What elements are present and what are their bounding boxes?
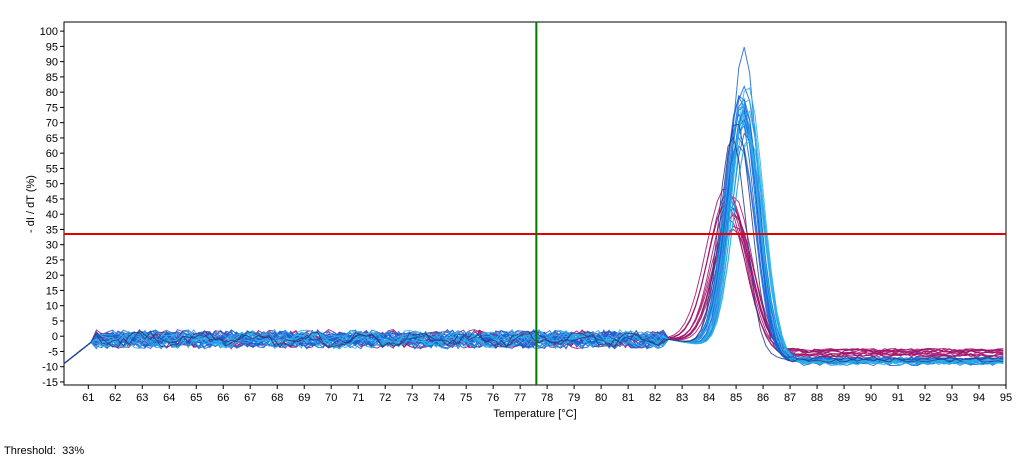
threshold-label: Threshold: [4, 445, 56, 457]
y-axis-title: - dI / dT (%) [25, 175, 37, 233]
x-tick-label: 75 [460, 392, 472, 404]
curves-layer [63, 46, 1004, 367]
x-tick-label: 62 [109, 392, 121, 404]
x-tick-label: 70 [325, 392, 337, 404]
x-tick-label: 73 [406, 392, 418, 404]
x-tick-label: 76 [487, 392, 499, 404]
x-tick-label: 67 [244, 392, 256, 404]
y-tick-label: 60 [46, 148, 58, 160]
x-tick-label: 69 [298, 392, 310, 404]
x-tick-label: 74 [433, 392, 445, 404]
x-tick-label: 93 [946, 392, 958, 404]
y-tick-label: 80 [46, 87, 58, 99]
markers-layer [64, 22, 1006, 385]
x-tick-label: 79 [568, 392, 580, 404]
y-tick-label: 85 [46, 72, 58, 84]
x-tick-label: 63 [136, 392, 148, 404]
x-tick-label: 61 [82, 392, 94, 404]
y-tick-label: 0 [52, 331, 58, 343]
x-tick-label: 83 [676, 392, 688, 404]
x-tick-label: 77 [514, 392, 526, 404]
y-tick-label: 35 [46, 224, 58, 236]
x-tick-label: 64 [163, 392, 175, 404]
plot-area [63, 21, 1007, 386]
x-tick-label: 95 [1000, 392, 1012, 404]
y-tick-label: 20 [46, 270, 58, 282]
y-tick-label: 5 [52, 316, 58, 328]
y-tick-label: 50 [46, 179, 58, 191]
x-tick-label: 82 [649, 392, 661, 404]
x-tick-label: 91 [892, 392, 904, 404]
y-tick-label: 70 [46, 118, 58, 130]
y-tick-label: 40 [46, 209, 58, 221]
melt-curve [63, 134, 1004, 367]
melt-curve [63, 136, 1004, 364]
y-tick-label: 15 [46, 285, 58, 297]
threshold-readout: Threshold: 33% [4, 445, 84, 457]
melt-curve [63, 139, 1004, 364]
x-tick-label: 85 [730, 392, 742, 404]
y-axis-ticks: -15 -10 -5 0 5 10 15 20 25 30 35 40 45 50 55 60 65 70 75 80… [40, 26, 64, 389]
x-tick-label: 84 [703, 392, 715, 404]
x-tick-label: 81 [622, 392, 634, 404]
y-tick-label: 95 [46, 41, 58, 53]
y-tick-label: 65 [46, 133, 58, 145]
x-tick-label: 88 [811, 392, 823, 404]
x-tick-label: 89 [838, 392, 850, 404]
y-tick-label: 90 [46, 57, 58, 69]
x-tick-label: 78 [541, 392, 553, 404]
x-tick-label: 72 [379, 392, 391, 404]
x-tick-label: 66 [217, 392, 229, 404]
x-tick-label: 86 [757, 392, 769, 404]
y-tick-label: -5 [48, 346, 58, 358]
x-axis-ticks: 61 62 63 64 65 66 67 68 69 70 71 72 73 74 75 76 77 78 79 80… [82, 385, 1012, 404]
x-tick-label: 94 [973, 392, 985, 404]
y-tick-label: 75 [46, 102, 58, 114]
y-tick-label: 25 [46, 255, 58, 267]
x-tick-label: 92 [919, 392, 931, 404]
y-tick-label: -15 [42, 377, 58, 389]
y-tick-label: 55 [46, 163, 58, 175]
y-tick-label: 100 [40, 26, 58, 38]
y-tick-label: 10 [46, 301, 58, 313]
x-tick-label: 87 [784, 392, 796, 404]
y-tick-label: -10 [42, 362, 58, 374]
y-tick-label: 45 [46, 194, 58, 206]
x-tick-label: 90 [865, 392, 877, 404]
x-tick-label: 68 [271, 392, 283, 404]
x-tick-label: 65 [190, 392, 202, 404]
x-tick-label: 80 [595, 392, 607, 404]
y-tick-label: 30 [46, 240, 58, 252]
x-axis-title: Temperature [°C] [493, 408, 576, 420]
x-tick-label: 71 [352, 392, 364, 404]
threshold-value: 33% [62, 445, 85, 457]
